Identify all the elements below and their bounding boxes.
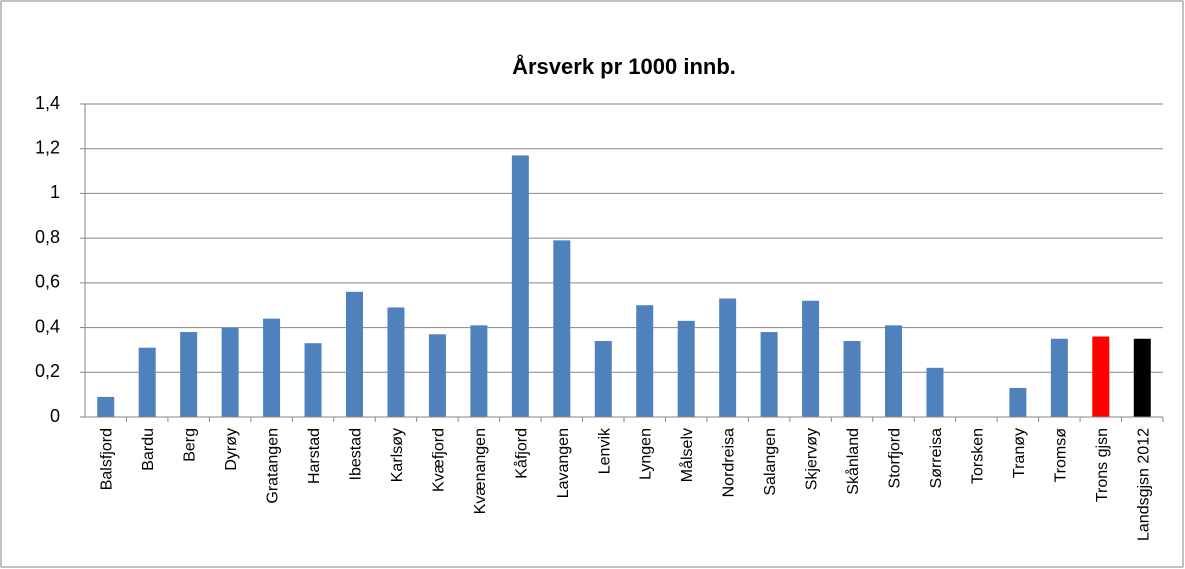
- x-tick-label: Kåfjord: [512, 428, 530, 479]
- bar: [553, 240, 571, 417]
- bar: [843, 340, 861, 417]
- bar: [180, 332, 198, 417]
- bar: [802, 300, 820, 417]
- x-tick-label: Dyrøy: [223, 428, 240, 471]
- y-tick-label: 1,2: [35, 137, 60, 157]
- x-tick-label: Tromsø: [1052, 428, 1069, 483]
- bar: [926, 367, 944, 417]
- x-tick-label: Skånland: [844, 428, 862, 495]
- bar: [760, 332, 778, 417]
- bar: [636, 305, 654, 417]
- chart-title: Årsverk pr 1000 innb.: [512, 53, 736, 79]
- y-tick-label: 0: [50, 406, 60, 426]
- x-tick-label: Målselv: [678, 428, 696, 482]
- bar: [221, 327, 239, 417]
- bar: [1133, 338, 1151, 417]
- bar: [387, 307, 405, 417]
- x-tick-label: Harstad: [306, 428, 323, 484]
- bar: [677, 320, 695, 417]
- y-tick-label: 1,4: [35, 93, 60, 113]
- x-tick-label: Berg: [182, 428, 199, 462]
- x-tick-label: Lavangen: [555, 428, 572, 498]
- bar: [346, 291, 363, 417]
- x-tick-label: Kvæfjord: [430, 428, 447, 492]
- y-tick-label: 0,4: [35, 316, 60, 336]
- y-tick-label: 0,6: [35, 272, 60, 292]
- y-tick-label: 0,2: [35, 361, 60, 381]
- x-tick-label: Salangen: [762, 428, 779, 496]
- bar: [719, 298, 737, 417]
- y-tick-label: 1: [50, 182, 60, 202]
- y-tick-label: 0,8: [35, 227, 60, 247]
- x-tick-label: Landsgjsn 2012: [1135, 428, 1152, 541]
- x-tick-label: Storfjord: [887, 428, 904, 488]
- x-tick-label: Gratangen: [265, 428, 282, 504]
- x-tick-label: Nordreisa: [721, 428, 738, 497]
- bar: [97, 396, 115, 417]
- bar: [1092, 336, 1110, 417]
- bar: [470, 325, 488, 417]
- bar: [263, 318, 281, 417]
- x-tick-label: Kvænangen: [472, 428, 489, 514]
- bar: [1050, 338, 1068, 417]
- x-tick-label: Torsken: [969, 428, 986, 484]
- bar: [594, 340, 612, 417]
- bar: [138, 347, 156, 417]
- x-tick-label: Tranøy: [1011, 428, 1028, 478]
- x-tick-label: Lyngen: [638, 428, 655, 480]
- x-tick-label: Ibestad: [348, 428, 365, 480]
- bar: [511, 155, 529, 417]
- x-tick-label: Bardu: [140, 428, 157, 471]
- x-tick-label: Sørreisa: [928, 428, 945, 489]
- bar: [428, 334, 446, 417]
- bar: [885, 325, 902, 417]
- x-tick-label: Lenvik: [596, 427, 613, 474]
- bar: [304, 343, 322, 417]
- bar: [1009, 387, 1027, 417]
- x-tick-label: Skjervøy: [804, 428, 821, 490]
- x-tick-label: Karlsøy: [389, 428, 406, 482]
- x-tick-label: Balsfjord: [99, 428, 116, 490]
- x-tick-label: Trons gjsn: [1094, 428, 1111, 502]
